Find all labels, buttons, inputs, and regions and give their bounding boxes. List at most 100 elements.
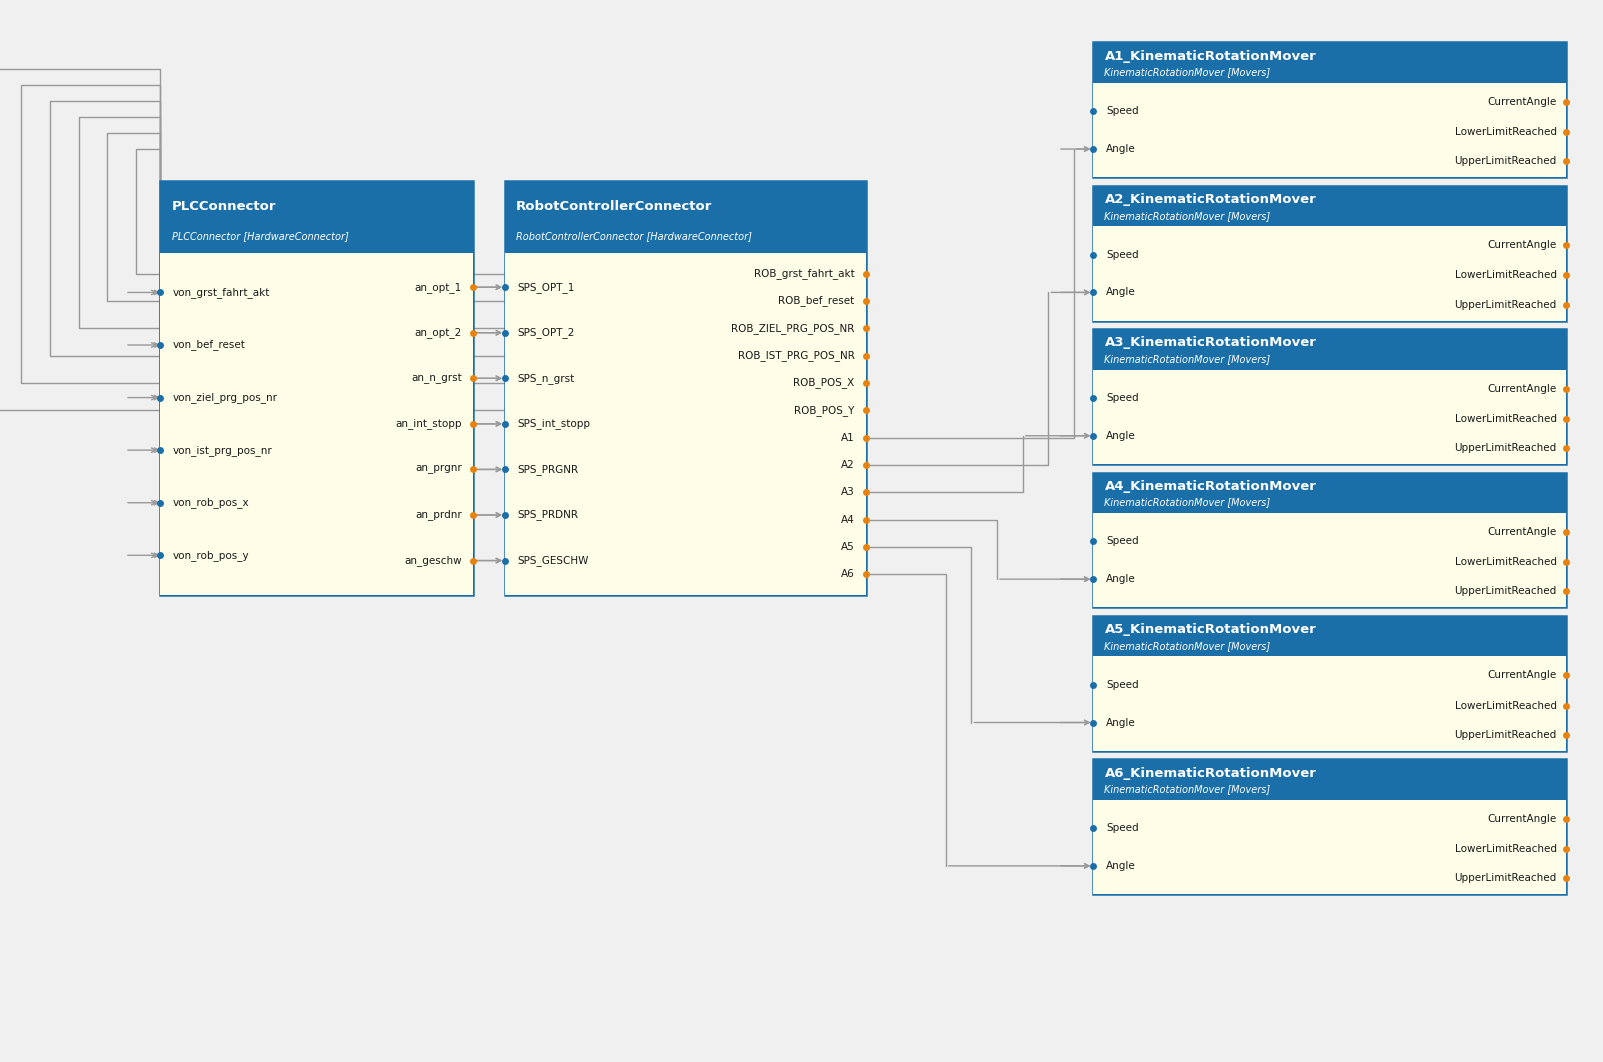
Text: Angle: Angle: [1106, 144, 1137, 154]
Text: SPS_int_stopp: SPS_int_stopp: [518, 418, 592, 429]
Text: SPS_PRDNR: SPS_PRDNR: [518, 510, 579, 520]
Text: UpperLimitReached: UpperLimitReached: [1454, 873, 1557, 884]
Text: von_rob_pos_x: von_rob_pos_x: [173, 497, 250, 509]
Text: UpperLimitReached: UpperLimitReached: [1454, 299, 1557, 310]
Text: UpperLimitReached: UpperLimitReached: [1454, 443, 1557, 453]
Bar: [1093, 329, 1566, 370]
Text: ROB_IST_PRG_POS_NR: ROB_IST_PRG_POS_NR: [737, 350, 854, 361]
Bar: [1093, 473, 1566, 513]
Text: Angle: Angle: [1106, 575, 1137, 584]
Text: RobotControllerConnector: RobotControllerConnector: [516, 200, 713, 213]
Text: Speed: Speed: [1106, 250, 1138, 259]
Text: LowerLimitReached: LowerLimitReached: [1454, 701, 1557, 710]
Text: A5_KinematicRotationMover: A5_KinematicRotationMover: [1104, 623, 1316, 636]
Text: Speed: Speed: [1106, 393, 1138, 402]
Bar: [1093, 473, 1566, 607]
Text: CurrentAngle: CurrentAngle: [1488, 670, 1557, 681]
Text: KinematicRotationMover [Movers]: KinematicRotationMover [Movers]: [1104, 210, 1271, 221]
Text: Angle: Angle: [1106, 288, 1137, 297]
Bar: [505, 181, 866, 595]
Text: SPS_n_grst: SPS_n_grst: [518, 373, 575, 383]
Bar: [505, 253, 866, 595]
Bar: [1093, 616, 1566, 656]
Bar: [1093, 759, 1566, 800]
Text: Speed: Speed: [1106, 106, 1138, 116]
Bar: [1093, 226, 1566, 321]
Text: LowerLimitReached: LowerLimitReached: [1454, 414, 1557, 424]
Text: an_n_grst: an_n_grst: [410, 373, 462, 383]
Text: CurrentAngle: CurrentAngle: [1488, 240, 1557, 251]
Bar: [1093, 83, 1566, 177]
Bar: [1093, 186, 1566, 226]
Bar: [1093, 800, 1566, 894]
Text: an_int_stopp: an_int_stopp: [396, 418, 462, 429]
Text: Angle: Angle: [1106, 718, 1137, 727]
Bar: [1093, 759, 1566, 894]
Text: von_ziel_prg_pos_nr: von_ziel_prg_pos_nr: [173, 392, 279, 404]
Text: LowerLimitReached: LowerLimitReached: [1454, 127, 1557, 137]
Text: Angle: Angle: [1106, 431, 1137, 441]
Text: KinematicRotationMover [Movers]: KinematicRotationMover [Movers]: [1104, 67, 1271, 78]
Bar: [1093, 513, 1566, 607]
Text: KinematicRotationMover [Movers]: KinematicRotationMover [Movers]: [1104, 354, 1271, 364]
Text: ROB_bef_reset: ROB_bef_reset: [777, 295, 854, 306]
Text: ROB_ZIEL_PRG_POS_NR: ROB_ZIEL_PRG_POS_NR: [731, 323, 854, 333]
Text: SPS_OPT_2: SPS_OPT_2: [518, 327, 575, 338]
Text: A1_KinematicRotationMover: A1_KinematicRotationMover: [1104, 50, 1316, 63]
Text: UpperLimitReached: UpperLimitReached: [1454, 156, 1557, 167]
Bar: [1093, 329, 1566, 464]
Text: CurrentAngle: CurrentAngle: [1488, 383, 1557, 394]
Text: Speed: Speed: [1106, 823, 1138, 833]
Text: LowerLimitReached: LowerLimitReached: [1454, 844, 1557, 854]
Text: SPS_PRGNR: SPS_PRGNR: [518, 464, 579, 475]
Text: LowerLimitReached: LowerLimitReached: [1454, 271, 1557, 280]
Text: A4_KinematicRotationMover: A4_KinematicRotationMover: [1104, 480, 1316, 493]
Text: von_bef_reset: von_bef_reset: [173, 340, 245, 350]
Text: an_prdnr: an_prdnr: [415, 510, 462, 520]
Text: A3_KinematicRotationMover: A3_KinematicRotationMover: [1104, 337, 1316, 349]
Text: an_opt_2: an_opt_2: [415, 327, 462, 338]
Text: KinematicRotationMover [Movers]: KinematicRotationMover [Movers]: [1104, 640, 1271, 651]
Text: an_opt_1: an_opt_1: [415, 281, 462, 293]
Bar: [1093, 656, 1566, 751]
Text: RobotControllerConnector [HardwareConnector]: RobotControllerConnector [HardwareConnec…: [516, 230, 752, 241]
Text: an_prgnr: an_prgnr: [415, 464, 462, 475]
Bar: [505, 181, 866, 253]
Bar: [160, 181, 473, 595]
Text: SPS_GESCHW: SPS_GESCHW: [518, 555, 590, 566]
Text: an_geschw: an_geschw: [404, 555, 462, 566]
Text: von_rob_pos_y: von_rob_pos_y: [173, 550, 250, 561]
Text: A6_KinematicRotationMover: A6_KinematicRotationMover: [1104, 767, 1316, 780]
Text: Speed: Speed: [1106, 680, 1138, 689]
Bar: [1093, 42, 1566, 83]
Text: ROB_grst_fahrt_akt: ROB_grst_fahrt_akt: [753, 268, 854, 279]
Bar: [160, 253, 473, 595]
Text: LowerLimitReached: LowerLimitReached: [1454, 558, 1557, 567]
Text: CurrentAngle: CurrentAngle: [1488, 813, 1557, 824]
Text: A2_KinematicRotationMover: A2_KinematicRotationMover: [1104, 193, 1316, 206]
Bar: [1093, 186, 1566, 321]
Bar: [1093, 616, 1566, 751]
Text: A1: A1: [840, 432, 854, 443]
Text: CurrentAngle: CurrentAngle: [1488, 97, 1557, 107]
Text: KinematicRotationMover [Movers]: KinematicRotationMover [Movers]: [1104, 784, 1271, 794]
Text: PLCConnector [HardwareConnector]: PLCConnector [HardwareConnector]: [172, 230, 348, 241]
Bar: [160, 181, 473, 253]
Text: CurrentAngle: CurrentAngle: [1488, 527, 1557, 537]
Bar: [1093, 370, 1566, 464]
Text: SPS_OPT_1: SPS_OPT_1: [518, 281, 575, 293]
Bar: [1093, 42, 1566, 177]
Text: A3: A3: [840, 487, 854, 497]
Text: UpperLimitReached: UpperLimitReached: [1454, 730, 1557, 740]
Text: A4: A4: [840, 515, 854, 525]
Text: A2: A2: [840, 460, 854, 469]
Text: ROB_POS_X: ROB_POS_X: [793, 377, 854, 389]
Text: von_ist_prg_pos_nr: von_ist_prg_pos_nr: [173, 445, 273, 456]
Text: PLCConnector: PLCConnector: [172, 200, 276, 213]
Text: Angle: Angle: [1106, 861, 1137, 871]
Text: UpperLimitReached: UpperLimitReached: [1454, 586, 1557, 597]
Text: Speed: Speed: [1106, 536, 1138, 546]
Text: A5: A5: [840, 542, 854, 552]
Text: ROB_POS_Y: ROB_POS_Y: [793, 405, 854, 415]
Text: von_grst_fahrt_akt: von_grst_fahrt_akt: [173, 287, 271, 298]
